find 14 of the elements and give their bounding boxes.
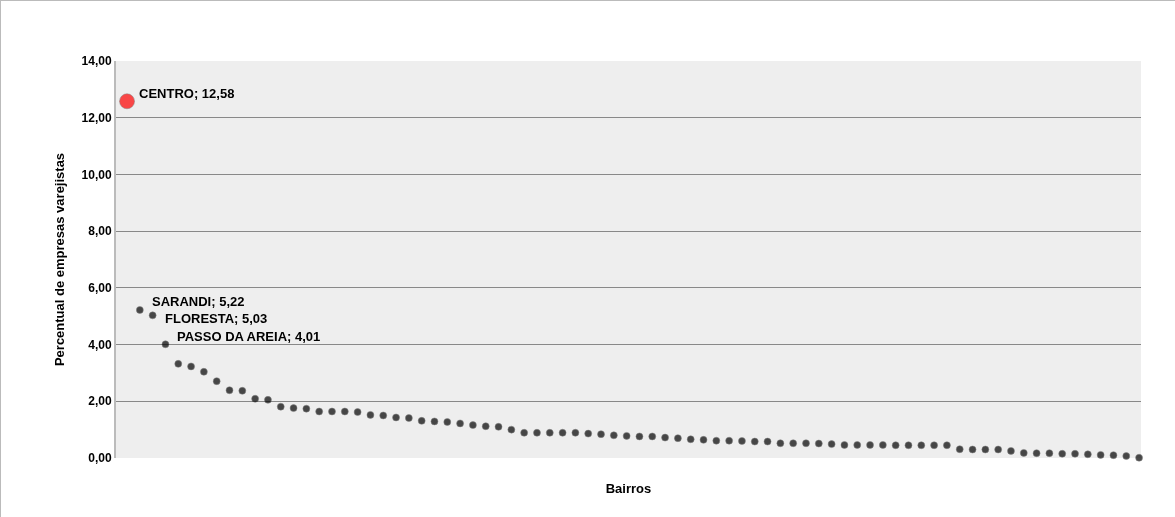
y-tick-label: 14,00 [81, 54, 112, 69]
data-label: CENTRO; 12,58 [139, 86, 235, 101]
data-label: FLORESTA; 5,03 [165, 311, 268, 326]
y-tick-label: 6,00 [88, 281, 112, 296]
x-axis-title: Bairros [605, 480, 652, 496]
data-label: PASSO DA AREIA; 4,01 [177, 329, 321, 344]
data-label: SARANDI; 5,22 [152, 294, 245, 309]
y-axis-title: Percentual de empresas varejistas [52, 152, 68, 367]
y-tick-label: 2,00 [88, 394, 112, 409]
y-tick-label: 12,00 [81, 110, 112, 125]
y-tick-label: 8,00 [88, 224, 112, 239]
y-tick-label: 10,00 [81, 167, 112, 182]
y-tick-label: 0,00 [88, 451, 112, 466]
y-tick-label: 4,00 [88, 337, 112, 352]
